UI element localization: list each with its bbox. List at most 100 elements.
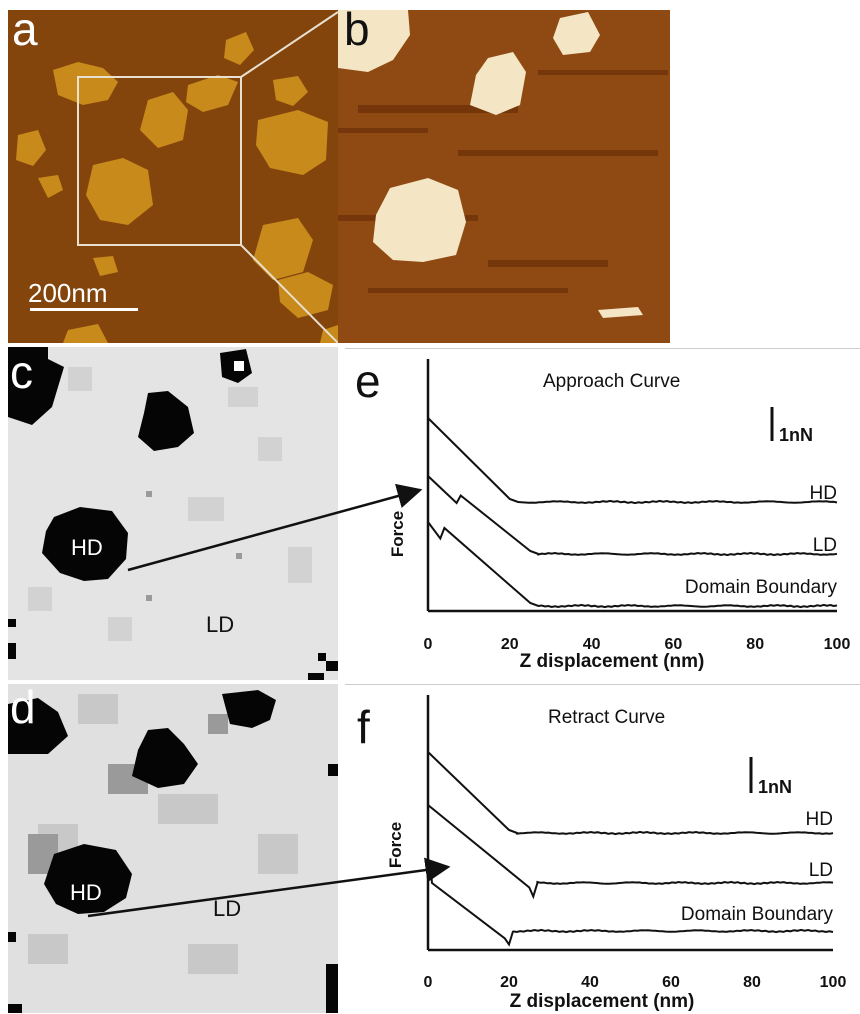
series-label-group: HD LD Domain Boundary: [685, 483, 838, 598]
series-label: Domain Boundary: [681, 904, 834, 925]
x-tick-label: 20: [501, 636, 519, 653]
panel-label-a: a: [12, 10, 38, 55]
scan-line: [338, 128, 428, 133]
x-axis-label: Z displacement (nm): [510, 991, 695, 1012]
series-line-ld: [427, 804, 834, 900]
chart-title: Approach Curve: [543, 371, 680, 392]
domain: [38, 175, 63, 198]
panel-b: b: [338, 10, 670, 343]
domain: [222, 690, 276, 728]
domain: [138, 391, 194, 451]
pixel: [258, 834, 298, 874]
x-tick-label: 40: [581, 974, 599, 991]
domain: [44, 844, 132, 914]
domain: [140, 92, 188, 148]
series-line-ld: [427, 475, 838, 557]
zoom-box: [77, 76, 242, 246]
x-tick-label: 0: [424, 636, 433, 653]
arrow-c-to-e: [127, 483, 423, 572]
label-ld: LD: [206, 612, 234, 637]
scale-bar: [30, 308, 138, 311]
pixel: [234, 361, 244, 371]
domain: [273, 76, 308, 106]
panel-label-b: b: [344, 10, 370, 55]
afm-zoom-image: [338, 10, 670, 343]
pixel: [28, 587, 52, 611]
pixel: [288, 547, 312, 583]
x-tick-label: 100: [820, 974, 847, 991]
panel-e: e Approach Curve 1nN Force Z displacemen…: [345, 348, 860, 679]
x-tick-group: 0 20 40 60 80 100: [424, 636, 851, 653]
domain: [470, 52, 526, 115]
label-hd: HD: [71, 535, 103, 560]
panel-label-d: d: [10, 684, 36, 733]
series-label: LD: [813, 535, 837, 556]
series-label: Domain Boundary: [685, 577, 838, 598]
domain: [8, 698, 68, 754]
pixel: [236, 553, 242, 559]
pixel: [78, 694, 118, 724]
panel-a: 200nm a: [8, 10, 338, 343]
domain: [132, 728, 198, 788]
zoom-line: [240, 244, 338, 343]
pixel: [188, 944, 238, 974]
pixel: [326, 661, 338, 671]
series-line-domain-boundary: [427, 858, 834, 947]
pixel: [258, 437, 282, 461]
x-tick-label: 80: [743, 974, 761, 991]
series-line-domain-boundary: [427, 521, 838, 609]
scan-line: [358, 105, 518, 113]
domain: [256, 110, 328, 175]
scan-line: [368, 288, 568, 293]
x-axis-label: Z displacement (nm): [520, 651, 705, 672]
afm-topography-image: 200nm: [8, 10, 338, 343]
pixel: [158, 794, 218, 824]
series-line-hd: [427, 417, 838, 505]
domain: [224, 32, 254, 65]
series-label: LD: [809, 860, 833, 881]
scale-label: 1nN: [779, 425, 813, 445]
x-tick-group: 0 20 40 60 80 100: [424, 974, 847, 991]
domain: [93, 256, 118, 276]
scale-bar-label: 200nm: [28, 278, 108, 308]
domain: [373, 178, 466, 262]
domain: [598, 307, 643, 318]
approach-curve-chart: e Approach Curve 1nN Force Z displacemen…: [355, 355, 851, 672]
series-label: HD: [810, 483, 837, 504]
panel-label-c: c: [10, 347, 33, 398]
pixel: [8, 619, 16, 627]
series-line-hd: [427, 751, 834, 836]
x-tick-label: 60: [662, 974, 680, 991]
domain: [338, 10, 410, 72]
pixel: [28, 934, 68, 964]
domain: [42, 507, 128, 581]
pixel: [146, 491, 152, 497]
x-tick-label: 80: [746, 636, 764, 653]
chart-title: Retract Curve: [548, 707, 665, 728]
pixel: [108, 617, 132, 641]
adhesion-map-approach: HD LD: [8, 347, 338, 680]
domain: [278, 272, 333, 318]
retract-curve-chart: f Retract Curve 1nN Force Z displacement…: [357, 695, 847, 1012]
pixel: [188, 497, 224, 521]
label-hd: HD: [70, 880, 102, 905]
pixel: [146, 595, 152, 601]
x-tick-label: 20: [500, 974, 518, 991]
y-axis-label: Force: [388, 511, 407, 557]
domain: [63, 324, 108, 343]
zoom-line: [240, 11, 338, 78]
series-group: [427, 417, 838, 609]
scale-label: 1nN: [758, 777, 792, 797]
pixel: [328, 764, 338, 776]
domain: [553, 12, 600, 55]
scan-line: [488, 260, 608, 267]
series-label: HD: [806, 809, 833, 830]
domain: [86, 158, 153, 225]
pixel: [8, 932, 16, 942]
pixel: [308, 673, 324, 680]
domain: [16, 130, 46, 166]
x-tick-label: 40: [583, 636, 601, 653]
adhesion-map-retract: HD LD: [8, 684, 338, 1013]
domain: [253, 218, 313, 280]
